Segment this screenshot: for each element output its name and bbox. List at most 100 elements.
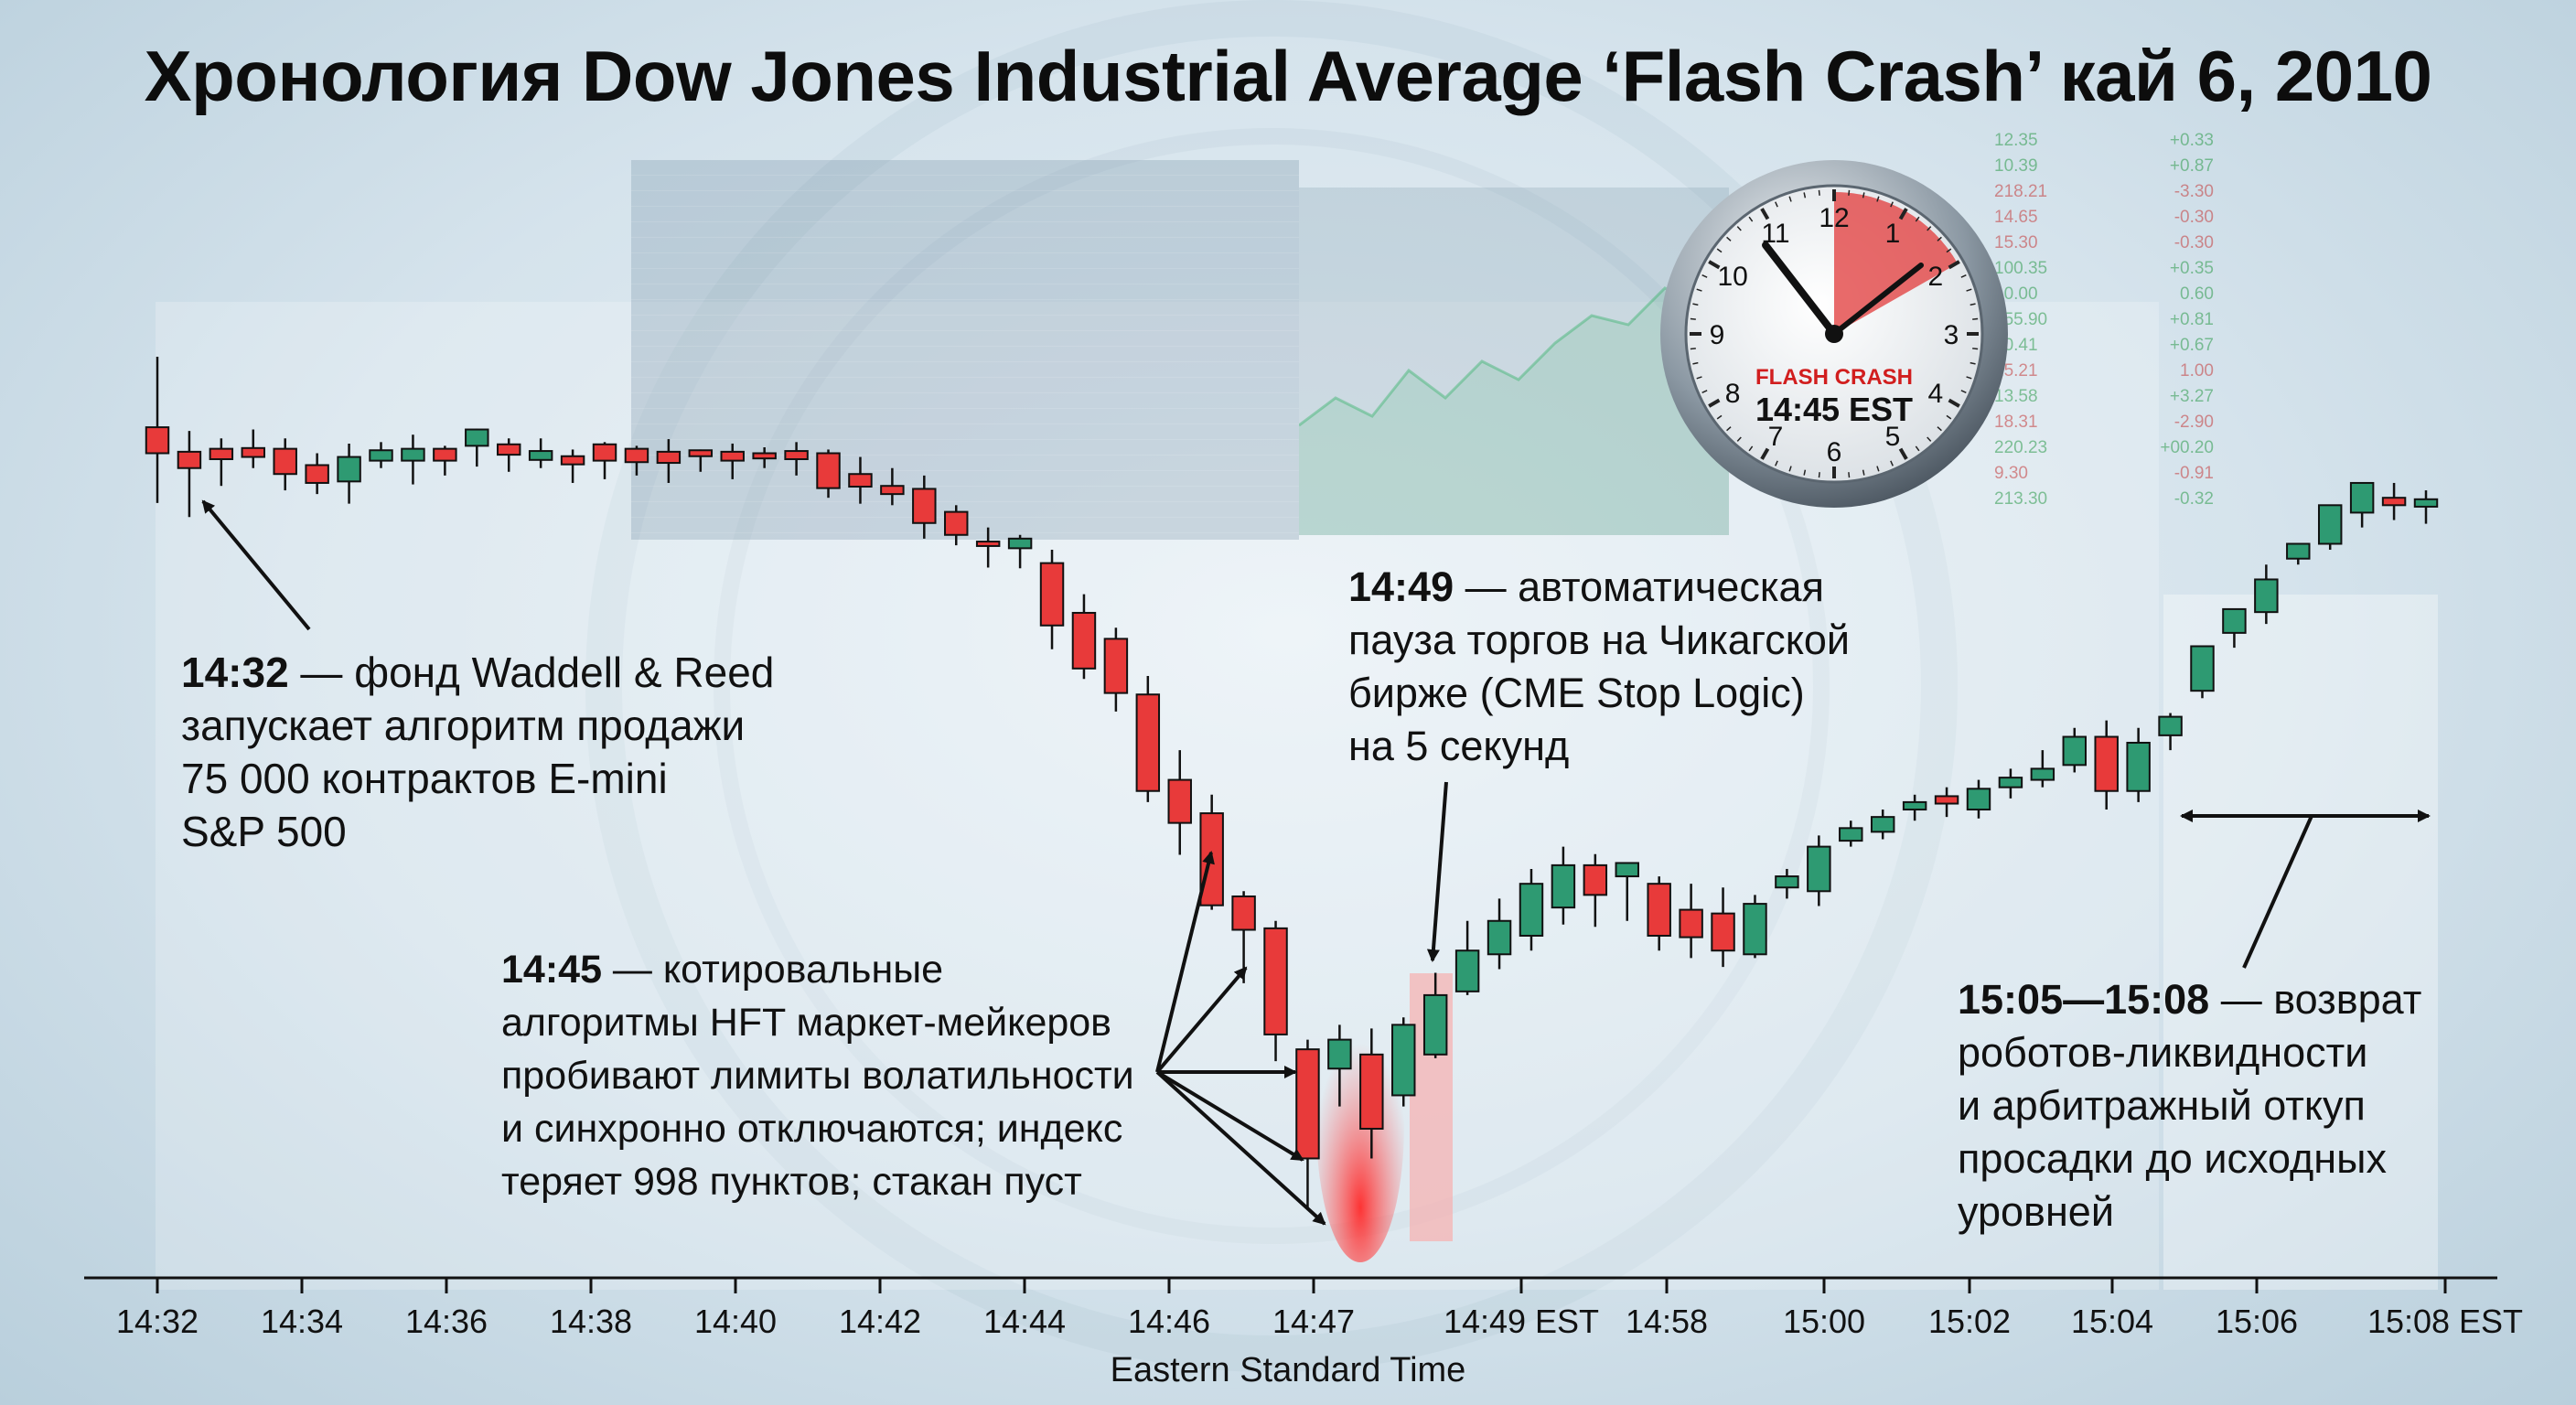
x-tick-label: 14:40	[694, 1303, 777, 1340]
clock-label: FLASH CRASH	[1755, 365, 1913, 390]
ticker-row: 18.31 -2.90	[1994, 410, 2214, 435]
clock-tick	[1692, 361, 1699, 365]
candle-body	[2222, 607, 2247, 634]
x-tick-label: 14:32	[116, 1303, 199, 1340]
clock-tick	[1898, 447, 1908, 460]
ticker-change: +0.87	[2169, 156, 2214, 176]
candle-body	[1775, 875, 1799, 889]
candle-body	[1902, 800, 1927, 811]
clock-number: 5	[1885, 422, 1901, 452]
candle-body	[1679, 908, 1703, 938]
x-tick-label: 15:06	[2216, 1303, 2298, 1340]
candle-body	[2349, 481, 2375, 514]
x-tick-label: 15:08 EST	[2367, 1303, 2523, 1340]
clock-tick	[1960, 274, 1967, 278]
terminal-row	[631, 471, 1299, 487]
ticker-price: 10.00	[1994, 284, 2038, 304]
clock-tick	[1876, 466, 1880, 472]
candle-body	[848, 473, 873, 488]
clock-tick	[1803, 192, 1807, 198]
clock-number: 3	[1944, 320, 1959, 350]
ticker-price: 218.21	[1994, 182, 2048, 201]
terminal-row	[631, 378, 1299, 393]
terminal-row	[631, 347, 1299, 362]
clock-tick	[1748, 445, 1754, 452]
candle-body	[1327, 1038, 1352, 1070]
clock-tick	[1736, 436, 1742, 442]
candle-body	[2254, 578, 2279, 614]
x-tick-label: 14:38	[550, 1303, 632, 1340]
candle-body	[273, 447, 297, 476]
clock-tick	[1696, 288, 1702, 292]
clock-tick	[1937, 236, 1942, 241]
clock-number: 2	[1928, 262, 1944, 292]
candle-body	[2030, 767, 2055, 781]
clock-tick	[1775, 201, 1778, 208]
ticker-price: 15.30	[1994, 233, 2038, 252]
terminal-row	[631, 487, 1299, 502]
terminal-row	[631, 300, 1299, 316]
ticker-change: +0.81	[2169, 310, 2214, 329]
clock-tick	[1876, 196, 1880, 202]
clock-tick	[1948, 260, 1960, 270]
candle-body	[880, 485, 905, 496]
candle-body	[1167, 778, 1192, 824]
clock-tick	[1946, 414, 1952, 420]
clock-tick	[1696, 376, 1702, 380]
candle-body	[1103, 638, 1129, 694]
terminal-row	[631, 424, 1299, 440]
candle-body	[1966, 788, 1991, 811]
clock-tick	[1716, 248, 1723, 253]
terminal-row	[631, 284, 1299, 300]
clock-tick	[1726, 236, 1732, 241]
candle-body	[209, 447, 234, 460]
ticker-change: +3.27	[2169, 387, 2214, 406]
ticker-change: -0.30	[2174, 208, 2214, 227]
arrows-1445	[1155, 851, 1326, 1226]
x-tick-label: 14:36	[405, 1303, 488, 1340]
candle-body	[1295, 1048, 1320, 1160]
candle-body	[560, 455, 585, 466]
recovery-highlight-panel	[2163, 595, 2438, 1290]
clock-number: 1	[1885, 219, 1901, 249]
clock-tick	[1748, 216, 1754, 222]
ticker-price: 15.21	[1994, 361, 2038, 381]
candle-body	[2317, 504, 2343, 545]
background-line-chart	[1299, 277, 1729, 535]
terminal-row	[631, 440, 1299, 456]
terminal-row	[631, 253, 1299, 269]
candle-body	[337, 456, 361, 483]
x-tick-label: 14:58	[1626, 1303, 1708, 1340]
clock-tick	[1788, 196, 1792, 202]
candle-body	[145, 426, 170, 455]
x-tick-label: 15:00	[1783, 1303, 1865, 1340]
candle-body	[528, 450, 553, 461]
annotation-1505-1508: 15:05—15:08 — возврат роботов-ликвидност…	[1958, 976, 2422, 1235]
clock-tick	[1760, 447, 1770, 460]
ticker-row: 15.30 -0.30	[1994, 231, 2214, 256]
candle-body	[2190, 645, 2215, 692]
clock-tick	[1701, 390, 1708, 393]
clock-tick	[1948, 398, 1960, 408]
candle-body	[912, 488, 937, 524]
price-chart-background	[1299, 188, 1729, 535]
ticker-change: 1.00	[2180, 361, 2214, 381]
x-axis-ticks: 14:32 14:34 14:36 14:38 14:40 14:42 14:44 14:46…	[116, 1278, 2523, 1340]
candle-body	[975, 541, 1001, 547]
candle-body	[1391, 1024, 1416, 1097]
clock-tick	[1692, 303, 1699, 306]
clock-tick	[1927, 436, 1932, 442]
candle-body	[1807, 845, 1831, 893]
terminal-row	[631, 456, 1299, 471]
ticker-change: -2.90	[2174, 413, 2214, 432]
clock-tick	[1862, 469, 1865, 476]
ticker-row: 14.65 -0.30	[1994, 205, 2214, 231]
x-tick-label: 15:02	[1928, 1303, 2011, 1340]
candle-body	[1487, 919, 1512, 956]
arrow-recovery-range	[2180, 810, 2431, 969]
clock-tick	[1966, 376, 1972, 380]
candle-body	[433, 447, 457, 462]
candle-body	[177, 450, 202, 469]
